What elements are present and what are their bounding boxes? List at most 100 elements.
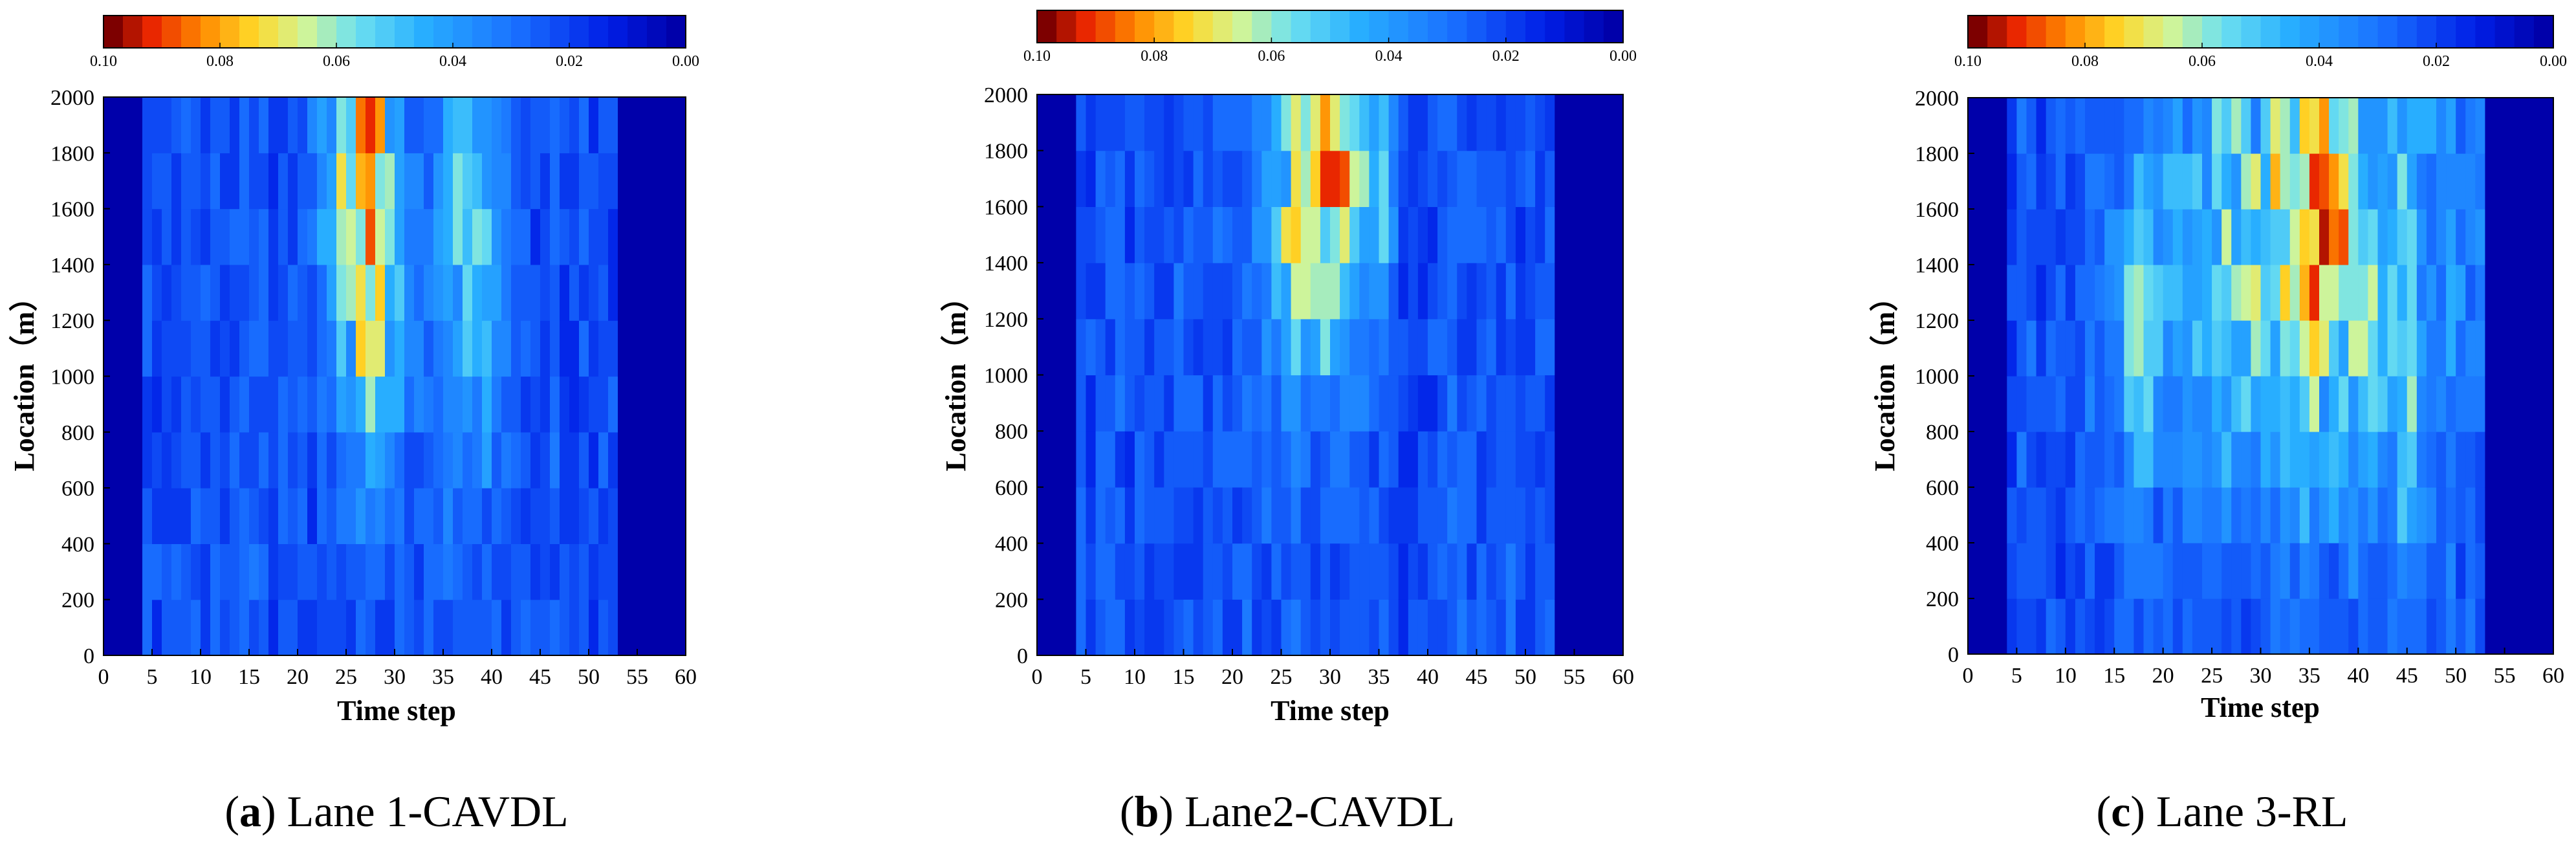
x-tick-label-c: 15 — [2103, 664, 2125, 688]
heatmap-cell-a — [133, 432, 143, 488]
heatmap-cell-a — [336, 320, 347, 377]
heatmap-cell-c — [2124, 487, 2135, 543]
heatmap-cell-c — [2533, 376, 2544, 432]
heatmap-cell-b — [1261, 206, 1272, 263]
heatmap-cell-c — [2026, 543, 2037, 599]
x-tick-label-b: 55 — [1564, 665, 1586, 689]
heatmap-cell-a — [618, 432, 628, 488]
heatmap-cell-b — [1291, 263, 1302, 320]
heatmap-cell-b — [1515, 599, 1526, 656]
heatmap-cell-c — [2260, 487, 2271, 543]
heatmap-cell-c — [2407, 209, 2418, 265]
heatmap-cell-c — [2329, 487, 2339, 543]
heatmap-cell-c — [1987, 153, 1998, 210]
heatmap-cell-c — [2085, 432, 2095, 488]
heatmap-cell-c — [1987, 209, 1998, 265]
heatmap-cell-c — [2182, 543, 2193, 599]
heatmap-cell-b — [1261, 431, 1272, 488]
heatmap-cell-a — [550, 376, 560, 433]
heatmap-cell-c — [2475, 209, 2486, 265]
heatmap-cell-b — [1398, 431, 1409, 488]
heatmap-cell-b — [1105, 318, 1116, 376]
heatmap-cell-a — [676, 599, 686, 656]
heatmap-cell-b — [1417, 543, 1428, 600]
heatmap-cell-a — [511, 543, 521, 600]
heatmap-cell-c — [2124, 376, 2135, 432]
heatmap-cell-b — [1369, 206, 1380, 263]
heatmap-cell-b — [1408, 599, 1419, 656]
heatmap-cell-b — [1437, 206, 1448, 263]
heatmap-cell-c — [2026, 320, 2037, 377]
heatmap-cell-a — [569, 543, 580, 600]
heatmap-cell-c — [2387, 98, 2398, 154]
heatmap-cell-c — [2172, 320, 2183, 377]
heatmap-cell-b — [1525, 375, 1536, 432]
heatmap-cell-c — [2524, 376, 2535, 432]
heatmap-cell-b — [1457, 543, 1467, 600]
heatmap-cell-c — [2446, 320, 2456, 377]
heatmap-cell-a — [453, 97, 463, 153]
heatmap-cell-a — [560, 599, 570, 656]
heatmap-cell-a — [608, 97, 618, 153]
heatmap-cell-c — [2514, 487, 2525, 543]
heatmap-cell-a — [317, 208, 327, 265]
heatmap-cell-b — [1086, 375, 1097, 432]
heatmap-cell-a — [133, 376, 143, 433]
heatmap-cell-b — [1555, 150, 1565, 207]
heatmap-cell-a — [375, 153, 386, 210]
heatmap-cell-c — [2494, 376, 2505, 432]
heatmap-cell-b — [1037, 375, 1047, 432]
heatmap-cell-c — [2407, 153, 2418, 210]
heatmap-cell-c — [2397, 543, 2408, 599]
heatmap-cell-b — [1261, 375, 1272, 432]
heatmap-cell-b — [1584, 543, 1595, 600]
heatmap-cell-a — [579, 432, 589, 488]
heatmap-cell-c — [2007, 320, 2018, 377]
heatmap-cell-a — [569, 376, 580, 433]
heatmap-cell-a — [298, 153, 308, 210]
heatmap-cell-a — [598, 320, 609, 377]
heatmap-cell-c — [2260, 265, 2271, 321]
colorbar-swatch-b — [1388, 10, 1409, 43]
heatmap-cell-b — [1613, 431, 1624, 488]
heatmap-cell-b — [1408, 150, 1419, 207]
heatmap-cell-c — [2212, 487, 2222, 543]
heatmap-cell-a — [598, 488, 609, 544]
heatmap-cell-b — [1212, 94, 1223, 151]
heatmap-cell-c — [2387, 265, 2398, 321]
heatmap-cell-b — [1496, 599, 1507, 656]
caption-text-a: Lane 1-CAVDL — [287, 787, 569, 836]
heatmap-cell-a — [618, 376, 628, 433]
heatmap-cell-c — [2260, 598, 2271, 655]
heatmap-cell-b — [1056, 263, 1067, 320]
heatmap-cell-a — [404, 208, 415, 265]
heatmap-cell-a — [366, 320, 376, 377]
heatmap-cell-a — [666, 153, 677, 210]
x-tick-label-a: 20 — [287, 665, 309, 689]
heatmap-cell-c — [2339, 487, 2349, 543]
heatmap-cell-a — [395, 543, 405, 600]
heatmap-cell-c — [2046, 376, 2057, 432]
heatmap-cell-b — [1379, 599, 1390, 656]
colorbar-swatch-a — [317, 16, 337, 48]
heatmap-cell-b — [1515, 206, 1526, 263]
heatmap-cell-b — [1066, 431, 1076, 488]
heatmap-cell-a — [589, 320, 599, 377]
heatmap-cell-c — [2289, 598, 2300, 655]
heatmap-cell-c — [2348, 153, 2359, 210]
heatmap-cell-a — [404, 97, 415, 153]
heatmap-cell-b — [1047, 94, 1057, 151]
heatmap-cell-c — [2358, 265, 2369, 321]
heatmap-cell-c — [1968, 209, 1978, 265]
heatmap-cell-b — [1476, 599, 1487, 656]
heatmap-cell-c — [2134, 320, 2145, 377]
heatmap-cell-c — [2514, 153, 2525, 210]
heatmap-cell-a — [104, 208, 114, 265]
heatmap-cell-c — [2221, 153, 2232, 210]
heatmap-cell-c — [2270, 209, 2281, 265]
heatmap-cell-c — [2426, 376, 2437, 432]
heatmap-cell-a — [414, 153, 424, 210]
heatmap-cell-a — [676, 208, 686, 265]
heatmap-cell-a — [618, 320, 628, 377]
heatmap-cell-a — [589, 153, 599, 210]
